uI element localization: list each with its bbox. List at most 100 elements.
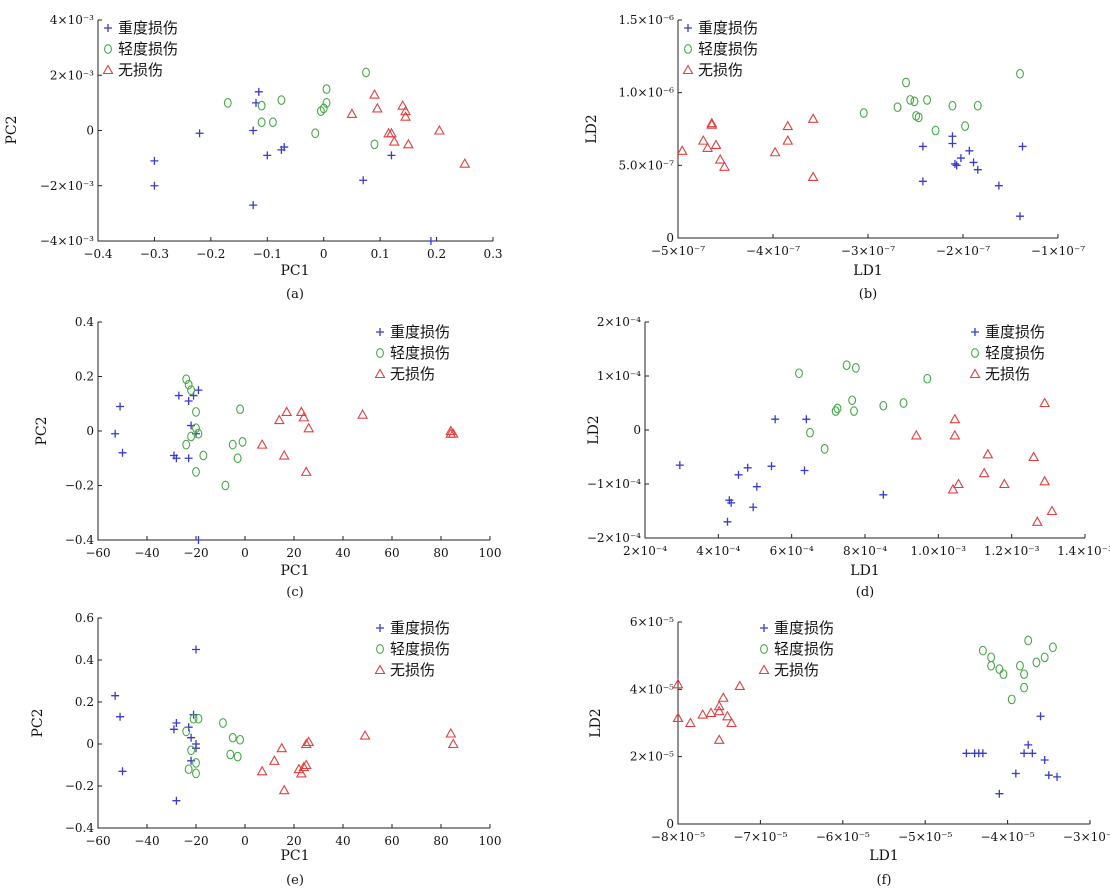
x-tick-label: 1.2×10⁻³ xyxy=(984,544,1040,558)
circle-marker xyxy=(1007,694,1016,705)
axis-lines xyxy=(677,622,1090,825)
plus-marker xyxy=(187,421,196,430)
y-tick-label: −1×10⁻⁴ xyxy=(587,477,641,491)
y-tick-label: 5.0×10⁻⁷ xyxy=(618,158,674,172)
y-tick-label: 0 xyxy=(86,124,94,138)
circle-marker xyxy=(910,96,919,107)
legend-triangle-marker xyxy=(102,64,114,75)
x-tick-label: −60 xyxy=(85,546,110,560)
circle-marker xyxy=(820,444,829,454)
circle-marker xyxy=(228,439,237,450)
plus-marker xyxy=(948,132,957,141)
triangle-marker xyxy=(1031,516,1043,526)
panel-caption: (b) xyxy=(859,287,877,302)
x-tick-label: 20 xyxy=(286,546,301,560)
plus-marker xyxy=(1011,769,1020,778)
triangle-marker xyxy=(953,478,964,489)
circle-marker xyxy=(257,117,266,128)
triangle-marker xyxy=(295,767,307,778)
plus-marker xyxy=(1036,712,1045,721)
x-tick-label: −60 xyxy=(85,834,110,848)
triangle-marker xyxy=(300,738,312,749)
triangle-marker xyxy=(721,710,733,721)
y-tick-label: 0.4 xyxy=(75,315,94,329)
y-tick-label: 6×10⁻⁵ xyxy=(630,615,674,629)
triangle-marker xyxy=(676,145,688,155)
legend-label: 重度损伤 xyxy=(774,619,834,637)
triangle-marker xyxy=(949,413,961,424)
plus-marker xyxy=(952,161,961,170)
triangle-marker xyxy=(447,428,459,438)
plus-marker xyxy=(184,454,193,463)
circle-marker xyxy=(850,406,858,416)
x-tick-label: 0 xyxy=(320,247,328,261)
triangle-marker xyxy=(1039,475,1051,486)
triangle-marker xyxy=(769,146,781,157)
triangle-marker xyxy=(303,736,315,746)
circle-marker xyxy=(192,467,200,477)
triangle-marker xyxy=(397,100,409,110)
plus-marker xyxy=(249,126,258,135)
circle-marker xyxy=(1020,682,1029,693)
triangle-marker xyxy=(385,127,397,138)
legend-triangle-marker xyxy=(969,368,981,379)
plus-marker xyxy=(1018,142,1027,151)
x-tick-label: 60 xyxy=(384,834,399,848)
legend-label: 轻度损伤 xyxy=(985,344,1045,362)
legend-label: 轻度损伤 xyxy=(774,640,834,658)
circle-marker xyxy=(987,660,996,671)
circle-marker xyxy=(806,427,814,438)
y-tick-label: 1.0×10⁻⁶ xyxy=(618,86,674,100)
chart-panel-e: −60 −40 −20 0 20 40 60 80 100 −0.4 −0.2 0 0.2 0.4 0.6 P… xyxy=(30,611,501,888)
circle-marker xyxy=(1020,669,1029,680)
plus-marker xyxy=(172,796,181,805)
circle-marker xyxy=(848,395,857,406)
x-tick-label: 1.4×10⁻³ xyxy=(1057,544,1110,558)
circle-marker xyxy=(923,95,932,105)
circle-marker xyxy=(1032,657,1041,668)
triangle-marker xyxy=(713,734,725,744)
x-tick-label: 40 xyxy=(335,546,350,560)
x-tick-label: −0.4 xyxy=(83,247,113,261)
plus-marker xyxy=(195,129,204,138)
legend-label: 重度损伤 xyxy=(118,19,178,37)
chart-panel-d: 2×10⁻⁴ 4×10⁻⁴ 6×10⁻⁴ 8×10⁻⁴ 1.0×10⁻³ 1.2×10⁻³… xyxy=(586,315,1110,600)
circle-marker xyxy=(362,67,370,78)
triangle-marker xyxy=(445,727,457,738)
plus-marker xyxy=(802,415,811,424)
panel-caption: (e) xyxy=(286,873,304,888)
circle-marker xyxy=(194,428,203,439)
plus-marker xyxy=(978,749,987,758)
legend-triangle-marker xyxy=(374,664,386,675)
legend-label: 重度损伤 xyxy=(390,619,450,637)
legend-label: 轻度损伤 xyxy=(698,40,758,58)
y-tick-label: −2×10⁻³ xyxy=(40,179,94,193)
plus-marker xyxy=(187,756,196,765)
y-axis-label: LD2 xyxy=(584,114,600,143)
x-tick-label: 80 xyxy=(433,546,448,560)
triangle-marker xyxy=(276,742,288,753)
chart-panel-a: −0.4 −0.3 −0.2 −0.1 0 0.1 0.2 0.3 −4×10⁻³ −2×10⁻³… xyxy=(4,13,503,302)
triangle-marker xyxy=(433,124,445,135)
plus-marker xyxy=(359,176,368,185)
triangle-marker xyxy=(702,142,713,152)
plus-marker xyxy=(169,725,178,734)
y-tick-label: 0 xyxy=(666,817,674,831)
plus-marker xyxy=(1053,772,1062,781)
triangle-marker xyxy=(782,120,794,131)
panel-caption: (a) xyxy=(286,287,304,302)
circle-marker xyxy=(184,379,193,390)
legend-circle-marker xyxy=(376,348,384,358)
plus-marker xyxy=(111,429,120,438)
circle-marker xyxy=(192,768,200,779)
y-tick-label: −0.2 xyxy=(65,779,94,793)
circle-marker xyxy=(1048,642,1057,653)
plus-marker xyxy=(150,156,159,165)
triangle-marker xyxy=(400,105,411,116)
y-tick-label: 2×10⁻³ xyxy=(50,68,94,82)
legend-label: 无损伤 xyxy=(774,661,819,679)
circle-marker xyxy=(322,98,331,108)
